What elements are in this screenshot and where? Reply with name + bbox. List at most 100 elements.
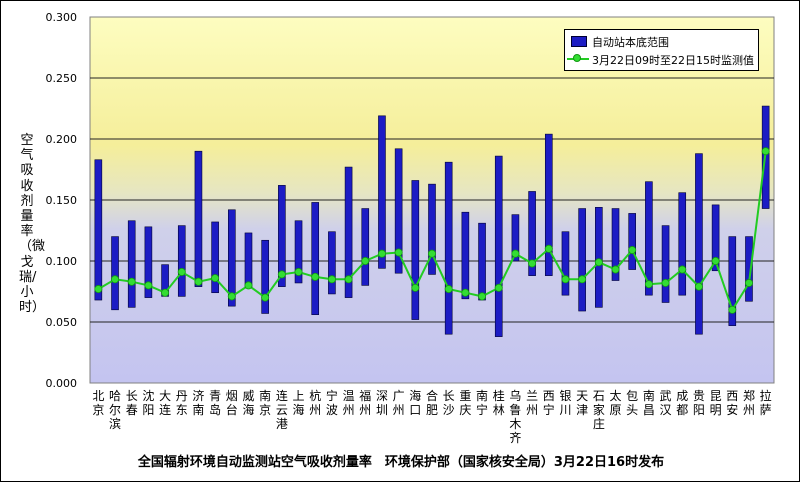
measured-point (144, 281, 153, 290)
x-category-label: 石家庄 (593, 389, 605, 431)
range-bar (194, 150, 203, 287)
x-category-label: 连云港 (276, 388, 288, 431)
line-layer (94, 147, 770, 314)
measured-point (227, 292, 236, 301)
range-bar (595, 207, 603, 308)
range-bar (428, 183, 436, 275)
measured-point (177, 267, 186, 276)
x-category-label: 拉萨 (760, 388, 772, 417)
range-bar (261, 239, 269, 314)
measured-point (127, 277, 136, 286)
x-category-label: 北京 (92, 389, 104, 417)
x-category-label: 合肥 (426, 388, 438, 417)
measured-point (728, 305, 737, 314)
range-bar (344, 166, 353, 298)
measured-point (561, 275, 570, 284)
measured-point (427, 249, 436, 258)
x-category-label: 大连 (159, 389, 171, 417)
y-tick-label: 0.050 (46, 316, 78, 329)
x-category-label: 南宁 (476, 388, 488, 417)
x-label-layer: 北京哈尔滨长春沈阳大连丹东济南青岛烟台威海南京连云港上海杭州宁波温州福州深圳广州… (92, 388, 771, 445)
measured-point (344, 275, 353, 284)
x-category-label: 长沙 (443, 389, 455, 417)
y-tick-layer: 0.000 0.050 0.100 0.150 0.200 0.250 0.300 (46, 11, 78, 390)
measured-point (528, 259, 537, 268)
x-category-label: 天津 (576, 389, 588, 417)
measured-point (494, 283, 503, 292)
x-category-label: 武汉 (660, 389, 672, 417)
range-bar (544, 133, 553, 276)
measured-point (211, 274, 220, 283)
measured-point (611, 265, 620, 274)
range-bar (645, 181, 653, 296)
x-category-label: 海口 (409, 388, 421, 417)
x-category-label: 太原 (610, 388, 622, 417)
legend-bar-swatch (571, 36, 587, 47)
range-bar (144, 226, 153, 298)
measured-point (744, 278, 753, 287)
legend-label-range: 自动站本底范围 (592, 36, 669, 49)
measured-point (711, 256, 720, 265)
x-category-label: 长春 (126, 389, 138, 417)
y-tick-label: 0.300 (46, 11, 78, 24)
legend-item-measured: 3月22日09时至22日15时监测值 (565, 51, 758, 67)
measured-point (594, 258, 603, 267)
measured-point (161, 288, 170, 297)
y-axis-label: 空气吸收剂量率（微戈瑞/小时） (19, 133, 46, 316)
x-category-label: 贵阳 (693, 389, 705, 417)
range-bar (311, 202, 320, 315)
range-bar (745, 236, 753, 302)
range-bar (244, 232, 253, 289)
x-category-label: 福州 (359, 388, 371, 417)
x-category-label: 丹东 (176, 389, 188, 417)
measured-point (544, 244, 553, 253)
measured-point (694, 282, 703, 291)
measured-point (511, 249, 520, 258)
measured-point (761, 147, 770, 156)
x-category-label: 烟台 (226, 389, 238, 417)
x-category-label: 济南 (192, 388, 204, 417)
range-bar (695, 153, 703, 335)
measured-point (678, 265, 687, 274)
x-category-label: 青岛 (209, 389, 221, 417)
measured-point (294, 267, 303, 276)
x-category-label: 郑州 (743, 388, 755, 417)
x-category-label: 南京 (259, 388, 271, 417)
range-bar (328, 231, 336, 295)
y-tick-label: 0.250 (46, 72, 78, 85)
range-bar (578, 208, 586, 312)
measured-point (461, 288, 470, 297)
y-tick-label: 0.150 (46, 194, 78, 207)
measured-point (661, 278, 670, 287)
measured-point (578, 275, 587, 284)
measured-point (644, 280, 653, 289)
range-bar (444, 161, 453, 335)
x-category-label: 银川 (559, 389, 571, 417)
legend-label-measured: 3月22日09时至22日15时监测值 (592, 54, 754, 67)
range-bar (411, 180, 420, 320)
y-tick-label: 0.200 (46, 133, 78, 146)
x-category-label: 乌鲁木齐 (509, 388, 521, 445)
range-bar (177, 225, 186, 297)
measured-point (194, 277, 203, 286)
measured-point (277, 270, 286, 279)
x-category-label: 包头 (626, 389, 638, 417)
x-category-label: 宁波 (326, 388, 338, 417)
x-category-label: 深圳 (376, 389, 388, 417)
range-bar (361, 208, 370, 286)
range-bar (728, 236, 737, 326)
measured-point (244, 281, 253, 290)
x-category-label: 杭州 (309, 388, 321, 417)
range-bar (678, 192, 687, 296)
measured-point (377, 249, 386, 258)
x-category-label: 桂林 (493, 388, 505, 417)
range-bar (561, 231, 570, 296)
x-category-label: 威海 (242, 389, 254, 417)
range-bar (378, 115, 386, 269)
range-bar (611, 208, 620, 281)
range-bar (511, 214, 520, 262)
x-category-label: 南昌 (643, 388, 655, 417)
range-bar (478, 222, 486, 301)
measured-point (394, 248, 403, 257)
